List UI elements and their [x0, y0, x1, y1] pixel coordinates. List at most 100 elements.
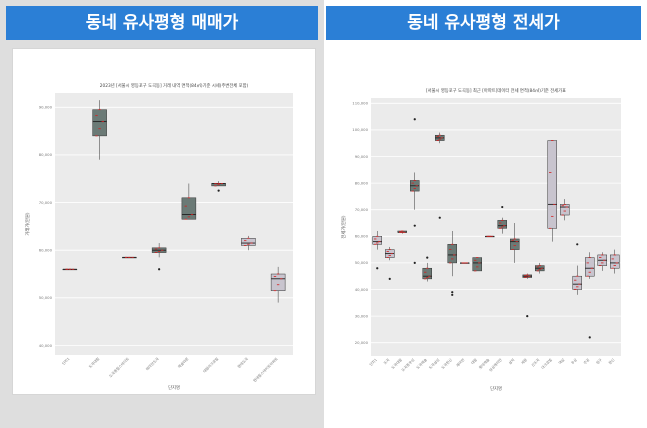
outlier-point: [526, 315, 529, 318]
x-tick-label: 도곡동힐스테이트: [108, 356, 131, 379]
x-tick-label: 대림아크로빌: [202, 356, 220, 374]
outlier-point: [438, 216, 441, 219]
box-group: [435, 132, 445, 219]
y-tick-label: 50,000: [355, 260, 369, 265]
box-group: [397, 230, 407, 234]
x-tick-label: 주공: [583, 357, 591, 365]
outlier-point: [413, 261, 416, 265]
y-tick-label: 60,000: [39, 248, 53, 253]
left-header: 동네 유사평형 매매가: [6, 6, 318, 40]
box-group: [535, 262, 545, 274]
box: [585, 257, 595, 277]
outlier-point: [576, 243, 579, 246]
outlier-point: [413, 224, 416, 227]
y-tick-label: 80,000: [39, 152, 53, 157]
box-group: [547, 140, 557, 242]
x-tick-label: 청구: [595, 357, 604, 366]
y-tick-label: 90,000: [39, 105, 53, 110]
x-tick-label: 단지1: [61, 356, 71, 366]
x-tick-label: 한신: [607, 357, 615, 365]
outlier-point: [158, 268, 161, 271]
box: [472, 257, 482, 272]
y-axis-label: 거래가(만원): [24, 212, 31, 235]
box-group: [472, 257, 482, 272]
box-group: [122, 256, 137, 259]
box: [181, 197, 197, 220]
outlier-point: [501, 205, 504, 209]
box-group: [410, 118, 420, 265]
outlier-point: [217, 189, 220, 192]
box-group: [522, 273, 532, 318]
box-group: [572, 243, 582, 295]
box-group: [422, 256, 432, 282]
box-group: [62, 268, 78, 271]
x-tick-label: 단지1: [368, 357, 378, 367]
y-tick-label: 80,000: [355, 180, 369, 185]
x-tick-label: 도곡한신: [440, 357, 453, 370]
x-tick-label: 현대힐스테이트아파트: [252, 356, 279, 383]
box-group: [385, 246, 395, 280]
box-group: [510, 223, 520, 263]
x-axis-label: 단지명: [490, 385, 502, 392]
y-tick-label: 50,000: [39, 295, 53, 300]
box-group: [270, 266, 286, 303]
y-tick-label: 70,000: [355, 207, 369, 212]
x-tick-label: 대림: [470, 357, 478, 365]
box-group: [447, 230, 457, 296]
y-axis-label: 전세가(만원): [340, 215, 347, 238]
x-tick-label: 도곡삼성: [428, 357, 441, 370]
box: [92, 109, 107, 137]
box-group: [585, 252, 595, 339]
outlier-point: [413, 118, 416, 121]
outlier-point: [451, 293, 454, 296]
x-tick-label: 삼익: [507, 357, 515, 365]
y-tick-label: 70,000: [39, 200, 53, 205]
box: [610, 254, 620, 269]
outlier-point: [588, 336, 591, 339]
x-tick-label: 세원: [520, 357, 528, 365]
right-panel: 동네 유사평형 전세가 [서울시 영등포구 도곡동] 최근 [아파트]데이터 전…: [324, 0, 647, 428]
plot-panel: [371, 98, 621, 356]
jeonse-price-box-plot: [서울시 영등포구 도곡동] 최근 [아파트]데이터 전세 면적(84㎡)기준 …: [340, 87, 621, 392]
x-tick-label: 신도곡: [530, 357, 541, 368]
box-group: [372, 230, 382, 270]
box-group: [181, 183, 197, 220]
outlier-point: [376, 267, 379, 270]
x-tick-label: 래미안도곡: [145, 356, 161, 372]
y-tick-label: 30,000: [355, 313, 369, 318]
y-tick-label: 40,000: [355, 287, 369, 292]
x-tick-label: 현대도곡: [236, 356, 249, 369]
box-group: [241, 235, 256, 251]
x-tick-label: 도곡렉슬: [415, 357, 428, 370]
y-tick-label: 20,000: [355, 340, 369, 345]
outlier-point: [388, 277, 391, 280]
box-group: [460, 262, 470, 264]
left-panel: 동네 유사평형 매매가 2023년 [서울시 영등포구 도곡동] 거래 내역 면…: [0, 0, 324, 428]
x-tick-label: 도곡: [383, 357, 391, 365]
box-group: [597, 252, 607, 271]
box-group: [497, 205, 507, 234]
box-group: [610, 249, 620, 274]
x-tick-label: 래미안: [455, 357, 466, 368]
box-group: [485, 235, 495, 238]
x-axis-label: 단지명: [168, 384, 180, 391]
x-tick-label: 렉슬타운: [177, 356, 190, 369]
chart-title: 2023년 [서울시 영등포구 도곡동] 거래 내역 면적(84㎡)기준 시세(…: [100, 82, 249, 89]
box: [447, 244, 457, 264]
x-tick-label: 우성: [570, 357, 578, 365]
x-tick-label: 도곡대림: [87, 356, 100, 369]
chart-title: [서울시 영등포구 도곡동] 최근 [아파트]데이터 전세 면적(84㎡)기준 …: [426, 87, 566, 94]
jeonse-price-chart-card: [서울시 영등포구 도곡동] 최근 [아파트]데이터 전세 면적(84㎡)기준 …: [331, 48, 643, 420]
x-tick-label: 삼성래미안: [488, 357, 504, 373]
box-group: [211, 181, 226, 192]
x-tick-label: 도곡동우성: [400, 357, 415, 372]
box-group: [560, 199, 570, 221]
x-tick-label: 아크로빌: [540, 357, 553, 370]
box-group: [92, 100, 107, 160]
y-tick-label: 100,000: [352, 127, 368, 132]
box: [547, 140, 557, 229]
sale-price-box-plot: 2023년 [서울시 영등포구 도곡동] 거래 내역 면적(84㎡)기준 시세(…: [24, 82, 293, 391]
box-group: [151, 243, 167, 271]
sale-price-chart-card: 2023년 [서울시 영등포구 도곡동] 거래 내역 면적(84㎡)기준 시세(…: [12, 48, 316, 395]
y-tick-label: 90,000: [355, 154, 369, 159]
